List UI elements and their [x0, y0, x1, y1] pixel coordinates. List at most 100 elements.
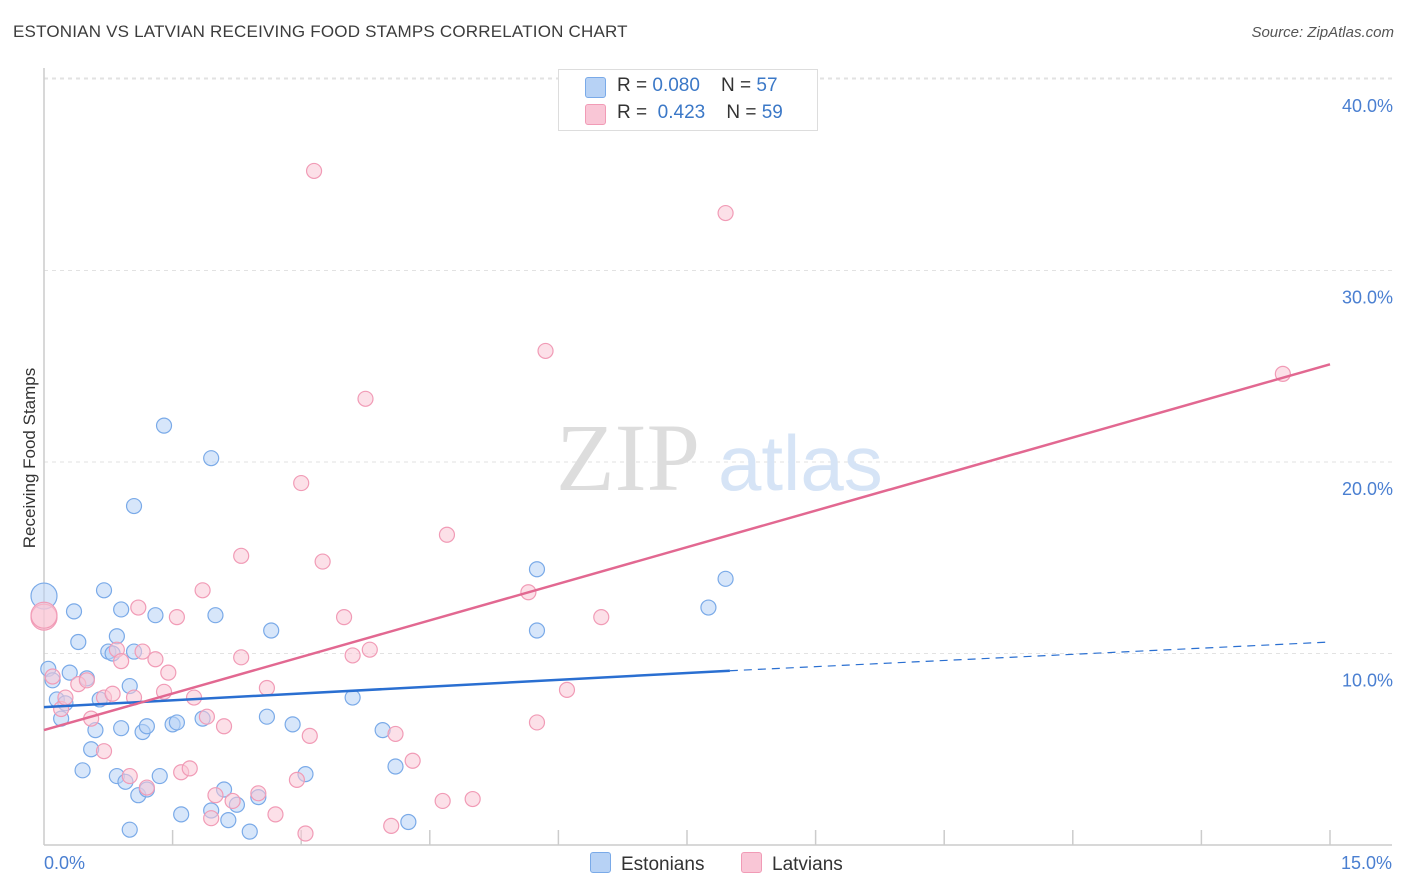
latvian-point: [434, 792, 451, 810]
latvian-point: [147, 651, 164, 668]
latvian-swatch: [585, 104, 606, 125]
x-tick-label-max: 15.0%: [1341, 853, 1392, 873]
latvian-point: [168, 609, 185, 626]
latvian-point: [30, 601, 58, 629]
latvian-point: [78, 672, 95, 689]
latvian-point: [233, 547, 250, 564]
y-axis-label: Receiving Food Stamps: [20, 368, 39, 548]
correlation-legend: R = 0.080 N = 57 R = 0.423 N = 59: [558, 69, 818, 131]
latvian-point: [267, 806, 284, 823]
latvian-point: [185, 689, 203, 706]
latvian-point: [203, 810, 220, 827]
latvian-point: [258, 679, 276, 697]
latvian-point: [250, 785, 267, 802]
estonian-point: [717, 570, 734, 587]
estonian-point: [138, 718, 155, 735]
estonian-point: [108, 628, 125, 645]
legend-r-value: 0.080: [652, 75, 700, 96]
latvians-label: Latvians: [772, 854, 843, 875]
latvian-point: [593, 609, 610, 626]
y-tick-labels: 10.0% 20.0% 30.0% 40.0%: [1342, 96, 1393, 691]
latvian-point: [224, 792, 241, 810]
estonian-point: [263, 622, 280, 639]
bottom-legend-latvians: Latvians: [741, 852, 843, 876]
grid-lines: [44, 77, 1392, 654]
latvian-point: [181, 760, 198, 777]
legend-n-value: 57: [756, 75, 778, 96]
estonian-point: [61, 664, 78, 681]
estonian-point: [400, 813, 417, 831]
legend-n-value: 59: [761, 102, 783, 123]
estonian-point: [173, 806, 190, 823]
estonian-point: [168, 714, 185, 731]
latvian-point: [160, 664, 177, 681]
estonian-point: [65, 603, 83, 620]
latvian-point: [233, 649, 250, 666]
latvian-point: [537, 342, 554, 360]
estonian-point: [147, 607, 164, 624]
estonian-point: [344, 689, 361, 706]
latvian-point: [335, 609, 353, 626]
y-tick-label: 40.0%: [1342, 96, 1393, 116]
bottom-legend-estonians: Estonians: [590, 852, 704, 876]
latvian-point: [95, 743, 113, 760]
y-tick-label: 20.0%: [1342, 479, 1393, 499]
estonians-label: Estonians: [621, 854, 705, 875]
chart-title: ESTONIAN VS LATVIAN RECEIVING FOOD STAMP…: [13, 22, 628, 41]
latvian-point: [293, 474, 310, 492]
estonian-trend-extension: [729, 641, 1331, 672]
latvian-point: [121, 767, 138, 785]
estonian-point: [528, 561, 546, 578]
latvian-point: [301, 727, 318, 744]
latvian-point: [387, 725, 404, 743]
latvian-point: [528, 714, 546, 731]
latvian-point: [134, 643, 151, 660]
y-tick-label: 30.0%: [1342, 288, 1393, 308]
legend-n-label: N =: [721, 75, 757, 96]
latvian-point: [305, 162, 323, 180]
latvian-point: [130, 599, 147, 616]
latvian-trend-line: [43, 363, 1331, 732]
estonian-point: [220, 812, 237, 829]
estonian-point: [207, 607, 224, 624]
latvian-point: [207, 787, 224, 804]
latvian-point: [113, 653, 130, 670]
estonian-point: [528, 622, 546, 639]
estonian-point: [113, 601, 130, 618]
latvian-point: [215, 718, 233, 735]
legend-r-label: R =: [617, 75, 653, 96]
x-ticks: [171, 830, 1331, 845]
latvian-point: [344, 647, 361, 664]
legend-r-value: 0.423: [657, 102, 706, 123]
latvian-point: [198, 708, 215, 725]
estonian-trend-line: [43, 669, 730, 709]
estonian-point: [74, 762, 91, 779]
latvian-point: [138, 779, 155, 796]
estonian-point: [284, 716, 301, 733]
latvian-point: [194, 582, 211, 599]
estonian-point: [95, 582, 113, 599]
latvian-point: [297, 825, 314, 842]
latvian-point: [464, 790, 481, 808]
latvian-point: [438, 526, 456, 543]
estonian-point: [155, 417, 173, 434]
latvian-point: [57, 689, 74, 706]
latvian-point: [357, 390, 374, 407]
estonian-point: [125, 497, 143, 515]
latvian-point: [383, 817, 400, 834]
estonian-point: [151, 767, 168, 785]
estonian-point: [203, 450, 220, 467]
watermark: ZIP atlas: [556, 404, 883, 511]
latvian-point: [288, 771, 306, 788]
latvian-point: [558, 681, 576, 698]
trend-lines: [43, 363, 1331, 732]
estonian-point: [70, 633, 87, 651]
latvian-point: [361, 641, 378, 658]
legend-r-label: R =: [617, 102, 653, 123]
legend-n-label: N =: [726, 102, 762, 123]
estonian-swatch: [585, 77, 606, 98]
axes: [43, 68, 1392, 846]
estonian-point: [387, 758, 404, 775]
latvian-point: [44, 668, 61, 685]
